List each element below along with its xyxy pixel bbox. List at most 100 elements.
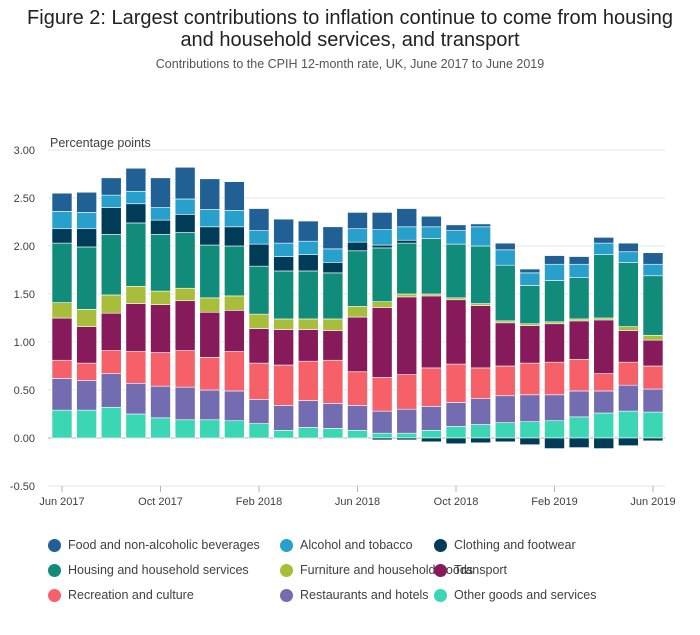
bar-segment [593, 373, 615, 392]
bar-segment [224, 310, 245, 352]
bar-segment [494, 242, 516, 251]
bar-segment [51, 211, 73, 230]
bar-segment [593, 319, 615, 374]
bar-segment [273, 270, 294, 320]
bar-segment [642, 339, 664, 367]
bar-segment [248, 313, 270, 329]
bar-segment [297, 240, 319, 255]
bar-segment [150, 177, 171, 208]
bar-segment [224, 210, 245, 228]
bar-segment [150, 385, 171, 419]
bar-segment [322, 330, 344, 361]
y-tick-label: 1.00 [14, 337, 35, 349]
bar-segment [470, 245, 491, 304]
bar-segment [371, 244, 393, 249]
legend-label: Housing and household services [68, 563, 249, 577]
bar-segment [248, 243, 270, 267]
bar-segment [273, 329, 294, 366]
bar-segment [371, 377, 393, 412]
bar-segment [470, 226, 491, 247]
bar-segment [125, 167, 147, 192]
bar-segment [347, 212, 368, 230]
x-tick-label: Jun 2017 [39, 496, 84, 508]
bar-segment [150, 417, 171, 439]
bar-segment [273, 318, 294, 330]
bar-segment [51, 228, 73, 244]
bar-segment [199, 297, 221, 313]
bar-segment [421, 215, 442, 228]
x-tick-label: Jun 2018 [335, 496, 380, 508]
y-axis-label: Percentage points [50, 136, 151, 150]
bar-segment [297, 270, 319, 320]
legend-item: Recreation and culture [48, 588, 194, 602]
bar-segment [174, 214, 196, 233]
y-tick-label: 1.50 [14, 289, 35, 301]
bar-segment [568, 256, 590, 265]
bar-segment [224, 181, 245, 211]
bar-segment [544, 394, 565, 422]
bar-segment [445, 299, 467, 365]
legend-swatch [280, 538, 293, 552]
bar-segment [396, 208, 418, 228]
bar-segment [618, 251, 639, 263]
legend-item: Other goods and services [434, 588, 596, 602]
bar-segment [76, 309, 97, 327]
bar-segment [51, 359, 73, 379]
bar-segment [494, 264, 516, 322]
bar-segment [51, 378, 73, 411]
bar-segment [396, 374, 418, 410]
bar-segment [297, 400, 319, 428]
bar-segment [470, 305, 491, 369]
bar-segment [248, 265, 270, 315]
bar-segment [593, 237, 615, 244]
bar-segment [445, 224, 467, 231]
bar-segment [174, 419, 196, 439]
bar-segment [248, 423, 270, 439]
bar-segment [125, 286, 147, 304]
chart-title-line-1: Figure 2: Largest contributions to infla… [27, 7, 673, 29]
bar-segment [150, 304, 171, 353]
bar-segment [297, 360, 319, 401]
bar-segment [100, 373, 122, 408]
bar-segment [618, 262, 639, 327]
bar-segment [199, 389, 221, 421]
bar-segment [322, 403, 344, 429]
bar-segment [76, 326, 97, 364]
bar-segment [297, 329, 319, 362]
bar-segment [642, 263, 664, 277]
bar-segment [322, 272, 344, 320]
bar-segment [642, 437, 664, 442]
bar-segment [470, 223, 491, 228]
bar-segment [445, 426, 467, 439]
bar-segment [470, 437, 491, 444]
bar-segment [642, 365, 664, 390]
bar-segment [347, 316, 368, 373]
bar-segment [150, 207, 171, 221]
bar-segment [568, 437, 590, 448]
bar-segment [273, 405, 294, 431]
bar-segment [618, 437, 639, 446]
bar-segment [421, 367, 442, 407]
bar-segment [322, 262, 344, 274]
bar-segment [100, 406, 122, 439]
legend-swatch [48, 538, 61, 552]
y-tick-label: 3.00 [14, 145, 35, 157]
bar-segment [125, 190, 147, 205]
bar-segment [248, 362, 270, 400]
bar-segment [76, 228, 97, 248]
legend-label: Clothing and footwear [454, 538, 576, 552]
bar-segment [593, 254, 615, 319]
bar-segment [273, 430, 294, 439]
bar-segment [199, 244, 221, 299]
bar-segment [76, 246, 97, 310]
bar-segment [396, 432, 418, 439]
bar-segment [347, 241, 368, 252]
bar-segment [445, 230, 467, 245]
bar-segment [519, 362, 541, 396]
legend-item: Food and non-alcoholic beverages [48, 538, 260, 552]
bar-segment [322, 359, 344, 404]
bar-segment [544, 420, 565, 439]
bar-segment [494, 437, 516, 443]
bar-segment [371, 410, 393, 434]
